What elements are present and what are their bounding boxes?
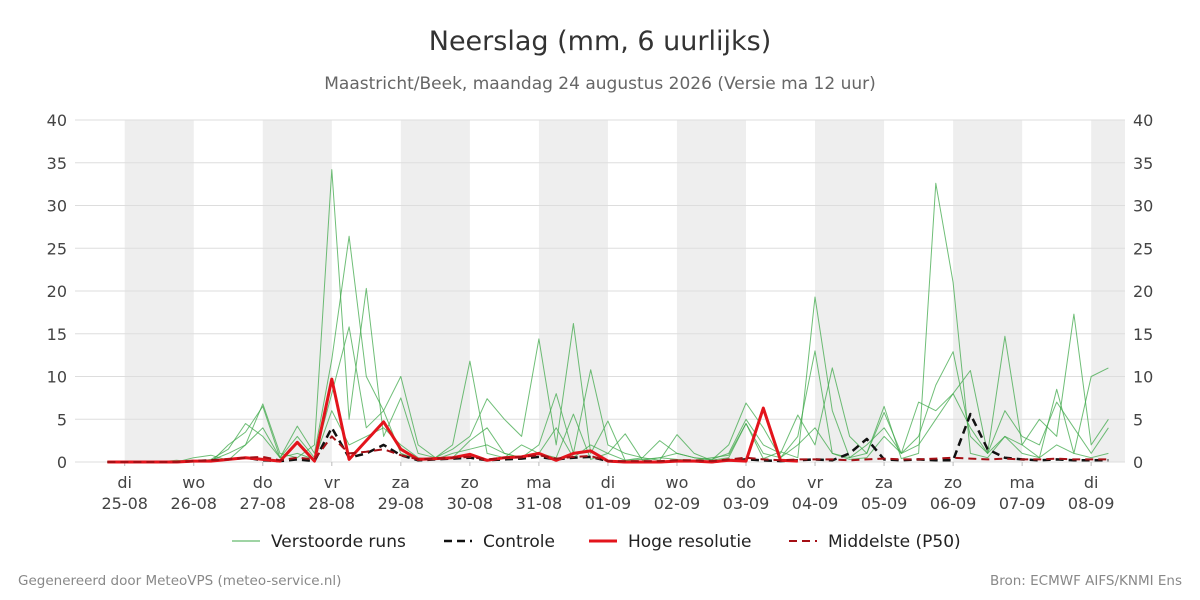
ensemble-run [107, 235, 1109, 463]
legend-label: Controle [483, 532, 555, 552]
x-tick-label: di 01-09 [585, 473, 632, 513]
x-tick-label: di 08-09 [1068, 473, 1115, 513]
y-tick-label: 15 [47, 325, 67, 344]
legend-label: Middelste (P50) [828, 532, 961, 552]
x-tick-label: zo 30-08 [447, 473, 494, 513]
y-tick-label: 35 [47, 154, 67, 173]
y2-tick-label: 10 [1133, 368, 1153, 387]
footer-right: Bron: ECMWF AIFS/KNMI Ens [990, 573, 1182, 589]
x-tick-label: do 27-08 [240, 473, 287, 513]
x-tick-label: ma 31-08 [516, 473, 563, 513]
y2-tick-label: 5 [1133, 410, 1143, 429]
ensemble-run [107, 326, 1109, 463]
x-tick-label: do 03-09 [723, 473, 770, 513]
chart-subtitle: Maastricht/Beek, maandag 24 augustus 202… [324, 74, 876, 94]
legend-label: Verstoorde runs [271, 532, 406, 552]
y-tick-label: 20 [47, 282, 67, 301]
y2-tick-label: 40 [1133, 111, 1153, 130]
x-tick-label: di 25-08 [101, 473, 148, 513]
y2-tick-label: 15 [1133, 325, 1153, 344]
x-tick-label: vr 28-08 [309, 473, 356, 513]
y2-tick-label: 25 [1133, 239, 1153, 258]
ensemble-run [107, 393, 1109, 463]
y-tick-label: 5 [57, 410, 67, 429]
chart-title: Neerslag (mm, 6 uurlijks) [429, 26, 771, 57]
series-line [107, 435, 1109, 463]
x-tick-label: vr 04-09 [792, 473, 839, 513]
x-tick-label: za 05-09 [861, 473, 908, 513]
x-tick-label: zo 06-09 [930, 473, 977, 513]
y2-tick-label: 35 [1133, 154, 1153, 173]
x-tick-label: wo 02-09 [654, 473, 701, 513]
x-tick-label: za 29-08 [378, 473, 425, 513]
y2-tick-label: 0 [1133, 453, 1143, 472]
y-tick-label: 10 [47, 368, 67, 387]
x-tick-label: wo 26-08 [170, 473, 217, 513]
y2-tick-label: 30 [1133, 197, 1153, 216]
y2-tick-label: 20 [1133, 282, 1153, 301]
y-tick-label: 25 [47, 239, 67, 258]
x-tick-label: ma 07-09 [999, 473, 1046, 513]
y-tick-label: 40 [47, 111, 67, 130]
y-tick-label: 0 [57, 453, 67, 472]
legend-label: Hoge resolutie [628, 532, 752, 552]
footer-left: Gegenereerd door MeteoVPS (meteo-service… [18, 573, 341, 589]
y-tick-label: 30 [47, 197, 67, 216]
